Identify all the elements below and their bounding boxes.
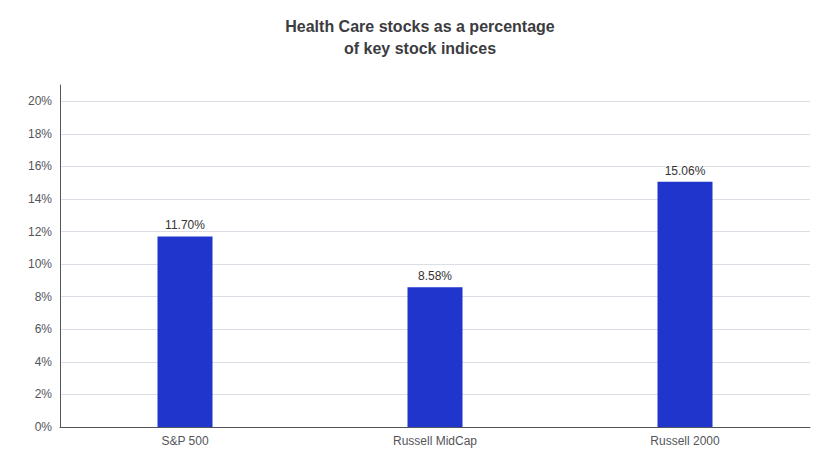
svg-text:15.06%: 15.06% <box>665 164 706 178</box>
svg-text:11.70%: 11.70% <box>165 218 205 232</box>
svg-text:2%: 2% <box>35 387 53 401</box>
svg-text:4%: 4% <box>35 355 53 369</box>
svg-text:Russell 2000: Russell 2000 <box>650 434 720 448</box>
svg-text:12%: 12% <box>28 225 52 239</box>
svg-text:S&P 500: S&P 500 <box>161 434 208 448</box>
svg-text:Russell MidCap: Russell MidCap <box>393 434 477 448</box>
svg-text:14%: 14% <box>28 192 52 206</box>
svg-text:6%: 6% <box>35 322 53 336</box>
svg-text:8.58%: 8.58% <box>418 269 452 283</box>
svg-text:18%: 18% <box>28 127 52 141</box>
svg-text:20%: 20% <box>28 94 52 108</box>
svg-text:of key stock indices: of key stock indices <box>344 40 496 57</box>
svg-text:0%: 0% <box>35 420 53 434</box>
svg-text:16%: 16% <box>28 159 52 173</box>
svg-text:Health Care stocks as a percen: Health Care stocks as a percentage <box>285 18 555 35</box>
svg-text:10%: 10% <box>28 257 52 271</box>
svg-text:8%: 8% <box>35 290 53 304</box>
